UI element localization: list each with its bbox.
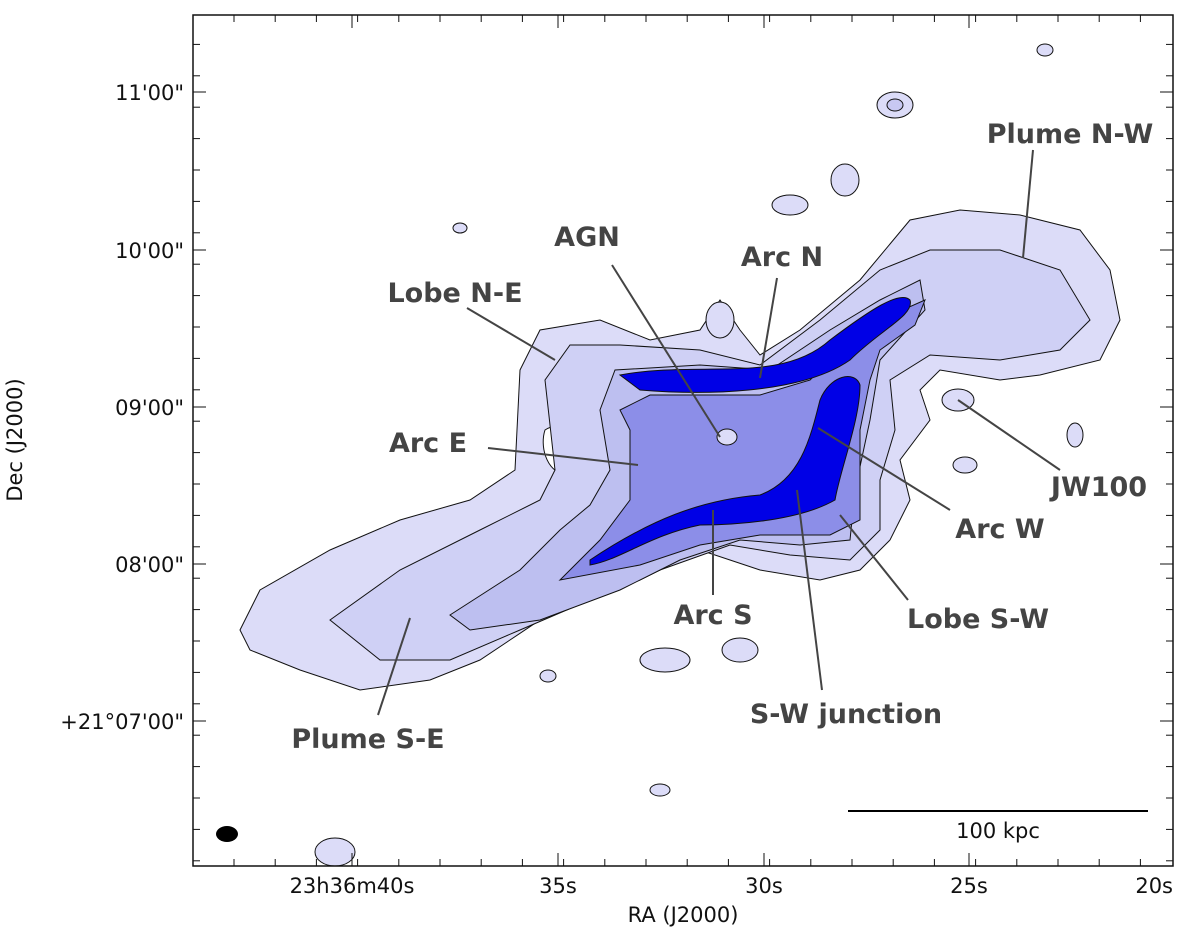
annotation-label: Arc W	[955, 514, 1044, 545]
annotation-line	[957, 399, 1061, 471]
annotation-label: Arc N	[741, 242, 823, 273]
y-tick-label: 11'00"	[115, 81, 184, 105]
scale-label: 100 kpc	[956, 819, 1040, 843]
x-tick-label: 30s	[745, 874, 783, 898]
x-tick-label: 25s	[950, 874, 988, 898]
annotation-label: JW100	[1049, 472, 1147, 503]
x-tick-label: 35s	[539, 874, 577, 898]
annotation-line	[817, 427, 951, 511]
annotation-label: Arc S	[673, 600, 752, 631]
annotation-label: Lobe S-W	[907, 604, 1049, 635]
x-tick-label: 23h36m40s	[290, 874, 415, 898]
annotation-lines	[377, 149, 1061, 716]
annotation-line	[377, 617, 411, 716]
annotation-line	[759, 277, 778, 379]
annotation-label: Plume S-E	[291, 724, 444, 755]
y-tick-label: 08'00"	[115, 553, 184, 577]
annotation-line	[796, 489, 823, 691]
annotation-label: AGN	[554, 222, 620, 253]
annotation-line	[839, 514, 909, 601]
annotation-label: Plume N-W	[987, 119, 1153, 150]
annotation-line	[466, 307, 556, 361]
y-tick-label: 10'00"	[115, 239, 184, 263]
annotation-label: Lobe N-E	[387, 278, 522, 309]
tick-marks	[193, 15, 1174, 866]
x-axis-label: RA (J2000)	[628, 903, 739, 927]
annotation-line	[487, 447, 639, 466]
annotation-label: S-W junction	[750, 699, 942, 730]
y-tick-label: 09'00"	[115, 396, 184, 420]
x-tick-label: 20s	[1135, 874, 1173, 898]
annotation-label: Arc E	[389, 428, 467, 459]
y-axis-label: Dec (J2000)	[3, 378, 27, 501]
annotation-line	[611, 264, 721, 438]
plot-frame	[192, 14, 1174, 867]
y-tick-label: +21°07'00"	[60, 710, 184, 734]
contours	[239, 43, 1121, 867]
beam	[216, 826, 238, 842]
annotation-line	[1022, 149, 1034, 259]
